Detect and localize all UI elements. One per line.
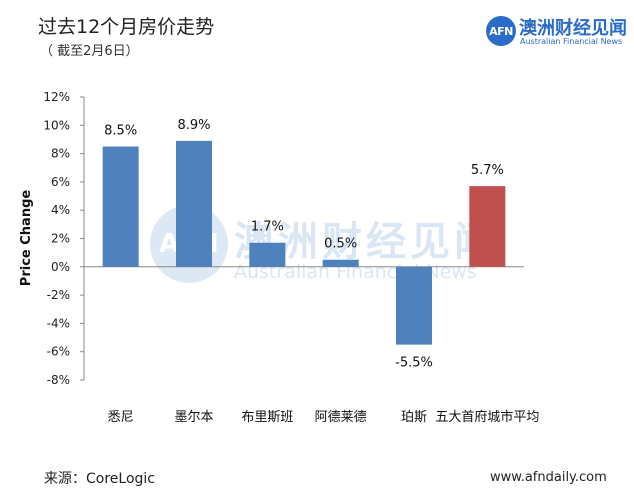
bar [102,146,139,267]
x-category-label: 阿德莱德 [315,410,367,425]
bar [469,186,506,267]
bar [176,140,212,267]
chart-title: 过去12个月房价走势 [38,16,215,38]
y-axis: -8% -6% -4% -2% 0% 2% 4% 6% 8% 10% 12% [43,90,524,387]
x-axis-labels: 悉尼 墨尔本 布里斯班 阿德莱德 珀斯 五大首府城市平均 [108,409,540,425]
x-category-label: 五大首府城市平均 [435,409,539,425]
bars [102,140,506,345]
y-tick-label: -2% [47,288,70,302]
x-category-label: 墨尔本 [174,410,213,425]
y-axis-label: Price Change [19,190,34,287]
logo-name-en: Australian Financial News [520,37,623,46]
y-tick-label: 10% [43,118,70,132]
x-category-label: 布里斯班 [241,410,293,425]
y-tick-label: -4% [47,316,70,330]
afn-logo: AFN 澳洲财经见闻 Australian Financial News [486,16,628,46]
bar [322,259,359,267]
logo-name-cn: 澳洲财经见闻 [519,18,627,39]
bar [249,242,286,267]
y-tick-label: -8% [47,373,70,387]
website-url: www.afndaily.com [490,470,607,485]
bar-value-label: 5.7% [471,163,504,178]
x-category-label: 悉尼 [108,410,134,425]
y-tick-label: 12% [43,90,70,104]
x-category-label: 珀斯 [401,410,427,425]
y-tick-label: 2% [51,232,70,246]
bar-value-label: 1.7% [251,220,284,235]
y-tick-label: 0% [51,260,70,274]
y-tick-label: 4% [51,203,70,217]
y-tick-label: 6% [51,175,70,189]
bar-value-label: 0.5% [324,237,357,252]
afn-logo-icon: AFN [486,16,516,46]
bar-value-label: 8.9% [177,118,210,133]
bar [396,266,432,345]
chart-subtitle: （ 截至2月6日） [40,44,139,59]
y-tick-label: -6% [47,345,70,359]
source-note: 来源：CoreLogic [44,471,155,487]
bar-value-label: 8.5% [104,124,137,139]
y-tick-label: 8% [51,147,70,161]
value-labels: 8.5% 8.9% 1.7% 0.5% -5.5% 5.7% [104,118,504,371]
bar-value-label: -5.5% [395,356,433,371]
